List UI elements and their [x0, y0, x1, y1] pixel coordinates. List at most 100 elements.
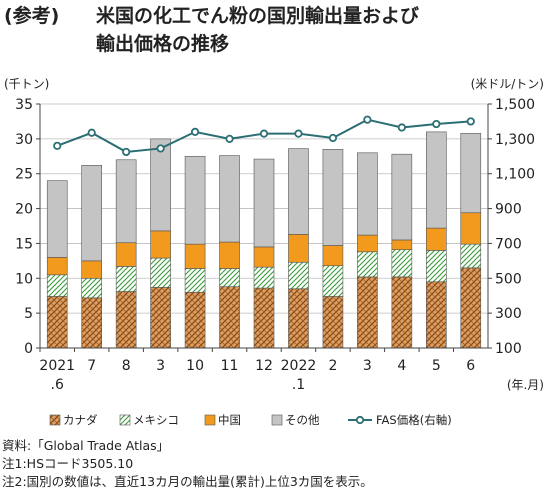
legend-swatch: [49, 414, 61, 426]
bar-segment-3: [219, 155, 240, 243]
bar-segment-0: [253, 287, 275, 349]
bar-segment-0: [288, 288, 309, 349]
fas-price-point: [225, 134, 234, 143]
x-tick-label: 3: [363, 358, 372, 374]
bar-segment-1: [184, 268, 206, 293]
bar-segment-2: [253, 246, 275, 268]
bar-segment-3: [150, 138, 171, 232]
y-right-tick-label: 100: [495, 341, 522, 357]
bar-segment-2: [460, 212, 482, 245]
bar-segment-1: [322, 265, 344, 297]
bar-segment-1: [219, 268, 240, 287]
bar-segment-1: [81, 277, 102, 299]
legend-swatch: [204, 414, 216, 426]
bar-segment-0: [46, 296, 68, 349]
bar-segment-3: [322, 149, 344, 246]
bar-segment-3: [184, 155, 206, 245]
x-axis-unit-label: (年.月): [507, 378, 544, 392]
bar-segment-2: [426, 227, 447, 251]
fas-price-point: [328, 133, 338, 143]
bar-segment-3: [46, 180, 68, 258]
y-right-tick-label: 900: [495, 202, 522, 218]
fas-price-point: [466, 117, 475, 126]
y-left-tick-label: 5: [24, 306, 33, 322]
x-tick-label: 12: [255, 358, 273, 374]
bar-segment-2: [322, 245, 344, 267]
bar-segment-2: [357, 234, 378, 253]
bar-segment-1: [253, 266, 275, 289]
y-right-tick-label: 1,100: [495, 167, 535, 183]
bar-segment-3: [253, 158, 275, 248]
legend-label: カナダ: [63, 413, 98, 427]
bar-segment-3: [115, 159, 137, 244]
chart-title: (参考) 米国の化工でん粉の国別輸出量および 輸出価格の推移: [4, 2, 544, 58]
bar-segment-1: [150, 257, 171, 288]
y-left-tick-label: 15: [15, 236, 33, 252]
bar-segment-1: [460, 243, 482, 269]
y-left-tick-label: 0: [24, 341, 33, 357]
bar-segment-2: [150, 230, 171, 259]
fas-price-point: [397, 123, 406, 132]
fas-price-point: [190, 127, 200, 136]
x-tick-label: 4: [397, 358, 406, 374]
chart: 051015202530351003005007009001,1001,3001…: [4, 77, 544, 427]
bar-segment-0: [81, 297, 102, 349]
bar-segment-1: [391, 249, 413, 278]
fas-price-point: [432, 119, 441, 129]
bar-segment-2: [219, 241, 240, 269]
x-tick-label: 3: [156, 358, 165, 374]
title-text-1: 米国の化工でん粉の国別輸出量および: [96, 5, 420, 27]
bar-segment-2: [46, 257, 68, 276]
bar-segment-3: [426, 131, 447, 229]
x-tick-label: 2021: [39, 358, 75, 374]
x-tick-sublabel: .1: [292, 377, 305, 393]
title-line-2: 輸出価格の推移: [4, 30, 544, 58]
bar-segment-0: [184, 291, 206, 349]
y-right-tick-label: 300: [495, 306, 522, 322]
bar-segment-2: [184, 243, 206, 269]
bar-segment-3: [391, 153, 413, 241]
x-tick-label: 2: [328, 358, 337, 374]
fas-price-point: [156, 144, 165, 153]
x-tick-label: 10: [186, 358, 204, 374]
bar-segment-3: [81, 165, 102, 262]
x-tick-label: 7: [87, 358, 96, 374]
y-left-tick-label: 30: [15, 132, 33, 148]
bar-segment-3: [288, 148, 309, 235]
bar-segment-2: [81, 260, 102, 279]
y-left-tick-label: 25: [15, 167, 33, 183]
legend-label: その他: [285, 413, 320, 427]
title-line-1: (参考) 米国の化工でん粉の国別輸出量および: [4, 2, 544, 30]
x-tick-label: 2022: [281, 358, 317, 374]
y-left-tick-label: 10: [15, 271, 33, 287]
bar-segment-2: [391, 239, 413, 251]
bar-segment-0: [357, 276, 378, 349]
legend-swatch-marker: [355, 415, 365, 425]
y-right-tick-label: 1,300: [495, 132, 535, 148]
y-right-tick-label: 500: [495, 271, 522, 287]
bar-segment-0: [460, 267, 482, 349]
title-tag: (参考): [4, 5, 60, 27]
fas-price-point: [122, 147, 131, 157]
bar-segment-2: [115, 242, 137, 267]
notes: 資料:「Global Trade Atlas」 注1:HSコード3505.10 …: [2, 437, 373, 491]
bar-segment-0: [322, 296, 344, 349]
bar-segment-1: [115, 266, 137, 292]
y-left-axis-label: (千トン): [4, 77, 49, 91]
bar-segment-0: [391, 276, 413, 349]
fas-price-point: [87, 128, 96, 137]
bar-segment-0: [219, 286, 240, 349]
fas-price-point: [294, 129, 303, 138]
bar-segment-2: [288, 234, 309, 263]
x-tick-sublabel: .6: [51, 377, 64, 393]
legend-label: メキシコ: [133, 413, 179, 427]
bar-segment-3: [357, 152, 378, 236]
y-left-tick-label: 35: [15, 97, 33, 113]
legend-swatch: [271, 414, 283, 426]
bar-segment-3: [460, 132, 482, 214]
bar-segment-0: [426, 281, 447, 349]
legend-label: 中国: [218, 413, 241, 427]
bar-segment-0: [115, 291, 137, 349]
title-text-2: 輸出価格の推移: [96, 33, 230, 55]
bar-segment-1: [426, 250, 447, 283]
